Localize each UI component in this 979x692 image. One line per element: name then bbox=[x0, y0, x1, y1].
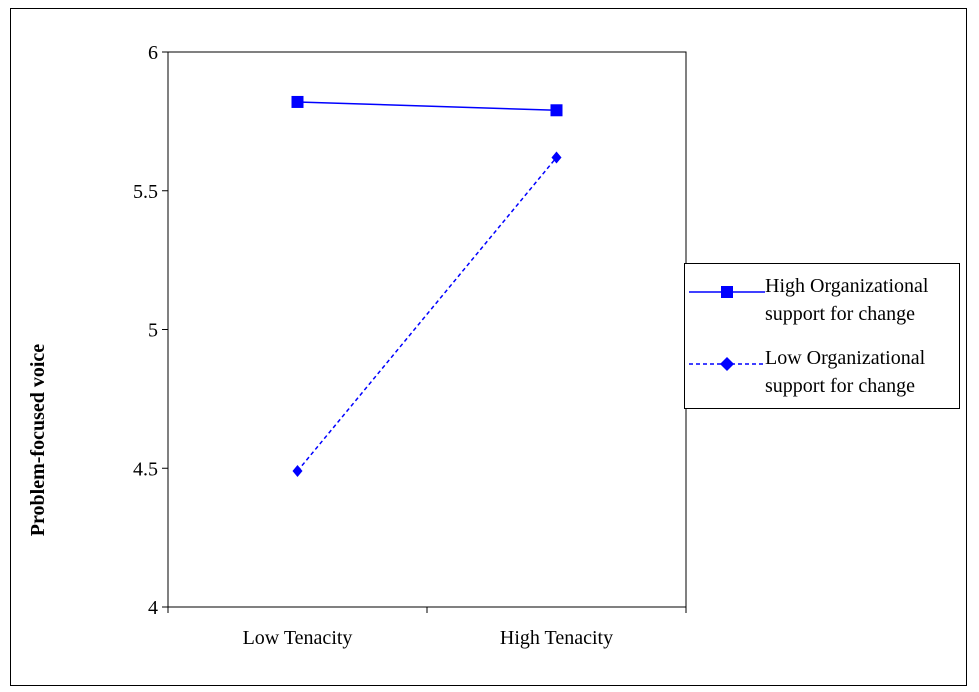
plot-area bbox=[167, 51, 687, 608]
legend-label-high-line2: support for change bbox=[765, 303, 915, 325]
legend-label-low-line2: support for change bbox=[765, 375, 915, 397]
y-tick-label: 5 bbox=[148, 320, 158, 342]
data-point-square bbox=[291, 95, 304, 108]
series-layer bbox=[291, 95, 563, 478]
legend-label-low-line1: Low Organizational bbox=[765, 347, 926, 369]
legend-item-low: Low Organizational support for change bbox=[685, 344, 961, 404]
legend-label-high-line1: High Organizational bbox=[765, 275, 929, 297]
y-tick-label: 4 bbox=[148, 597, 158, 619]
x-category-label: Low Tenacity bbox=[243, 627, 353, 649]
y-tick-label: 4.5 bbox=[133, 458, 158, 480]
series-line bbox=[297, 101, 557, 112]
x-categories: Low Tenacity High Tenacity bbox=[167, 607, 687, 649]
y-tick-label: 5.5 bbox=[133, 181, 158, 203]
data-point-square bbox=[550, 104, 563, 117]
y-tick-label: 6 bbox=[148, 42, 158, 64]
series-1 bbox=[292, 151, 562, 478]
legend-item-high: High Organizational support for change bbox=[685, 272, 961, 332]
legend: High Organizational support for change L… bbox=[684, 263, 960, 409]
data-point-diamond bbox=[292, 465, 303, 478]
y-axis-label: Problem-focused voice bbox=[27, 344, 49, 536]
axes bbox=[167, 51, 687, 608]
series-0 bbox=[291, 95, 563, 117]
legend-key-high bbox=[689, 286, 765, 298]
x-category-label: High Tenacity bbox=[500, 627, 613, 649]
legend-key-low bbox=[689, 357, 765, 371]
data-point-diamond bbox=[551, 151, 562, 164]
y-ticks: 4 4.5 5 5.5 6 bbox=[133, 42, 168, 619]
series-line bbox=[296, 156, 558, 472]
